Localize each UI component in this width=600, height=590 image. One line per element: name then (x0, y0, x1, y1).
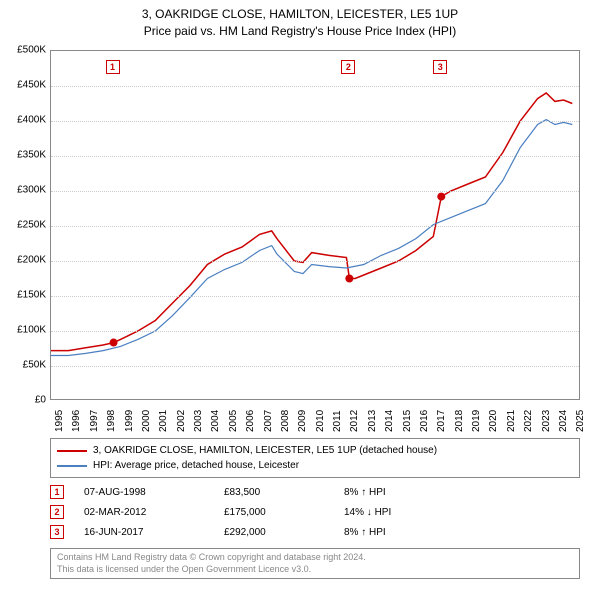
xtick-label: 2011 (332, 410, 343, 432)
ytick-label: £0 (35, 395, 46, 406)
ytick-label: £100K (17, 325, 46, 336)
event-marker-2: 2 (341, 60, 355, 74)
gridline-h (51, 366, 579, 367)
ytick-label: £500K (17, 45, 46, 56)
xtick-label: 2012 (349, 410, 360, 432)
xtick-label: 2013 (367, 410, 378, 432)
xtick-label: 2000 (141, 410, 152, 432)
ytick-label: £450K (17, 80, 46, 91)
xtick-label: 1997 (89, 410, 100, 432)
xtick-label: 2023 (541, 410, 552, 432)
transaction-price: £83,500 (224, 487, 344, 498)
xtick-label: 2014 (384, 410, 395, 432)
xtick-label: 2017 (436, 410, 447, 432)
transaction-price: £292,000 (224, 527, 344, 538)
transaction-marker: 1 (50, 485, 64, 499)
xtick-label: 2002 (176, 410, 187, 432)
xtick-label: 2024 (558, 410, 569, 432)
series-hpi (51, 120, 572, 356)
xtick-label: 1996 (71, 410, 82, 432)
legend-row: HPI: Average price, detached house, Leic… (57, 458, 573, 473)
xtick-label: 2019 (471, 410, 482, 432)
legend-box: 3, OAKRIDGE CLOSE, HAMILTON, LEICESTER, … (50, 438, 580, 478)
transactions-table: 107-AUG-1998£83,5008% ↑ HPI202-MAR-2012£… (50, 482, 580, 542)
ytick-label: £350K (17, 150, 46, 161)
gridline-h (51, 331, 579, 332)
chart-svg (51, 51, 579, 399)
xtick-label: 1998 (106, 410, 117, 432)
xtick-label: 2020 (488, 410, 499, 432)
gridline-h (51, 156, 579, 157)
xtick-label: 2006 (245, 410, 256, 432)
transaction-date: 07-AUG-1998 (84, 487, 224, 498)
transaction-marker: 3 (50, 525, 64, 539)
transaction-row: 1 07-AUG-1998£83,5008% ↑ HPI (50, 482, 580, 502)
xtick-label: 2018 (454, 410, 465, 432)
legend-swatch (57, 450, 87, 452)
gridline-h (51, 226, 579, 227)
legend-label: HPI: Average price, detached house, Leic… (93, 458, 299, 473)
xtick-label: 1995 (54, 410, 65, 432)
xtick-label: 2007 (263, 410, 274, 432)
transaction-delta: 8% ↑ HPI (344, 527, 464, 538)
ytick-label: £300K (17, 185, 46, 196)
transaction-delta: 14% ↓ HPI (344, 507, 464, 518)
chart-container: 3, OAKRIDGE CLOSE, HAMILTON, LEICESTER, … (0, 0, 600, 590)
event-marker-1: 1 (106, 60, 120, 74)
event-marker-3: 3 (433, 60, 447, 74)
ytick-label: £50K (23, 360, 46, 371)
ytick-label: £400K (17, 115, 46, 126)
legend-swatch (57, 465, 87, 467)
gridline-h (51, 296, 579, 297)
ytick-label: £150K (17, 290, 46, 301)
transaction-date: 16-JUN-2017 (84, 527, 224, 538)
title-block: 3, OAKRIDGE CLOSE, HAMILTON, LEICESTER, … (0, 0, 600, 40)
gridline-h (51, 86, 579, 87)
xtick-label: 2015 (402, 410, 413, 432)
xtick-label: 2001 (158, 410, 169, 432)
xtick-label: 2004 (210, 410, 221, 432)
series-marker (345, 275, 353, 283)
xtick-label: 2016 (419, 410, 430, 432)
title-line1: 3, OAKRIDGE CLOSE, HAMILTON, LEICESTER, … (0, 6, 600, 23)
series-property (51, 93, 572, 351)
gridline-h (51, 261, 579, 262)
xtick-label: 2008 (280, 410, 291, 432)
series-marker (110, 339, 118, 347)
gridline-h (51, 121, 579, 122)
series-marker (437, 193, 445, 201)
xtick-label: 2010 (315, 410, 326, 432)
xtick-label: 2003 (193, 410, 204, 432)
ytick-label: £250K (17, 220, 46, 231)
gridline-h (51, 191, 579, 192)
xtick-label: 2005 (228, 410, 239, 432)
title-line2: Price paid vs. HM Land Registry's House … (0, 23, 600, 40)
transaction-price: £175,000 (224, 507, 344, 518)
xtick-label: 2021 (506, 410, 517, 432)
footer-line1: Contains HM Land Registry data © Crown c… (57, 552, 573, 564)
legend-row: 3, OAKRIDGE CLOSE, HAMILTON, LEICESTER, … (57, 443, 573, 458)
transaction-row: 3 16-JUN-2017£292,0008% ↑ HPI (50, 522, 580, 542)
chart-plot-area (50, 50, 580, 400)
xtick-label: 2009 (297, 410, 308, 432)
transaction-delta: 8% ↑ HPI (344, 487, 464, 498)
transaction-date: 02-MAR-2012 (84, 507, 224, 518)
transaction-marker: 2 (50, 505, 64, 519)
ytick-label: £200K (17, 255, 46, 266)
xtick-label: 2025 (575, 410, 586, 432)
footer-line2: This data is licensed under the Open Gov… (57, 564, 573, 576)
legend-label: 3, OAKRIDGE CLOSE, HAMILTON, LEICESTER, … (93, 443, 437, 458)
xtick-label: 2022 (523, 410, 534, 432)
xtick-label: 1999 (124, 410, 135, 432)
footer-box: Contains HM Land Registry data © Crown c… (50, 548, 580, 579)
transaction-row: 2 02-MAR-2012£175,00014% ↓ HPI (50, 502, 580, 522)
